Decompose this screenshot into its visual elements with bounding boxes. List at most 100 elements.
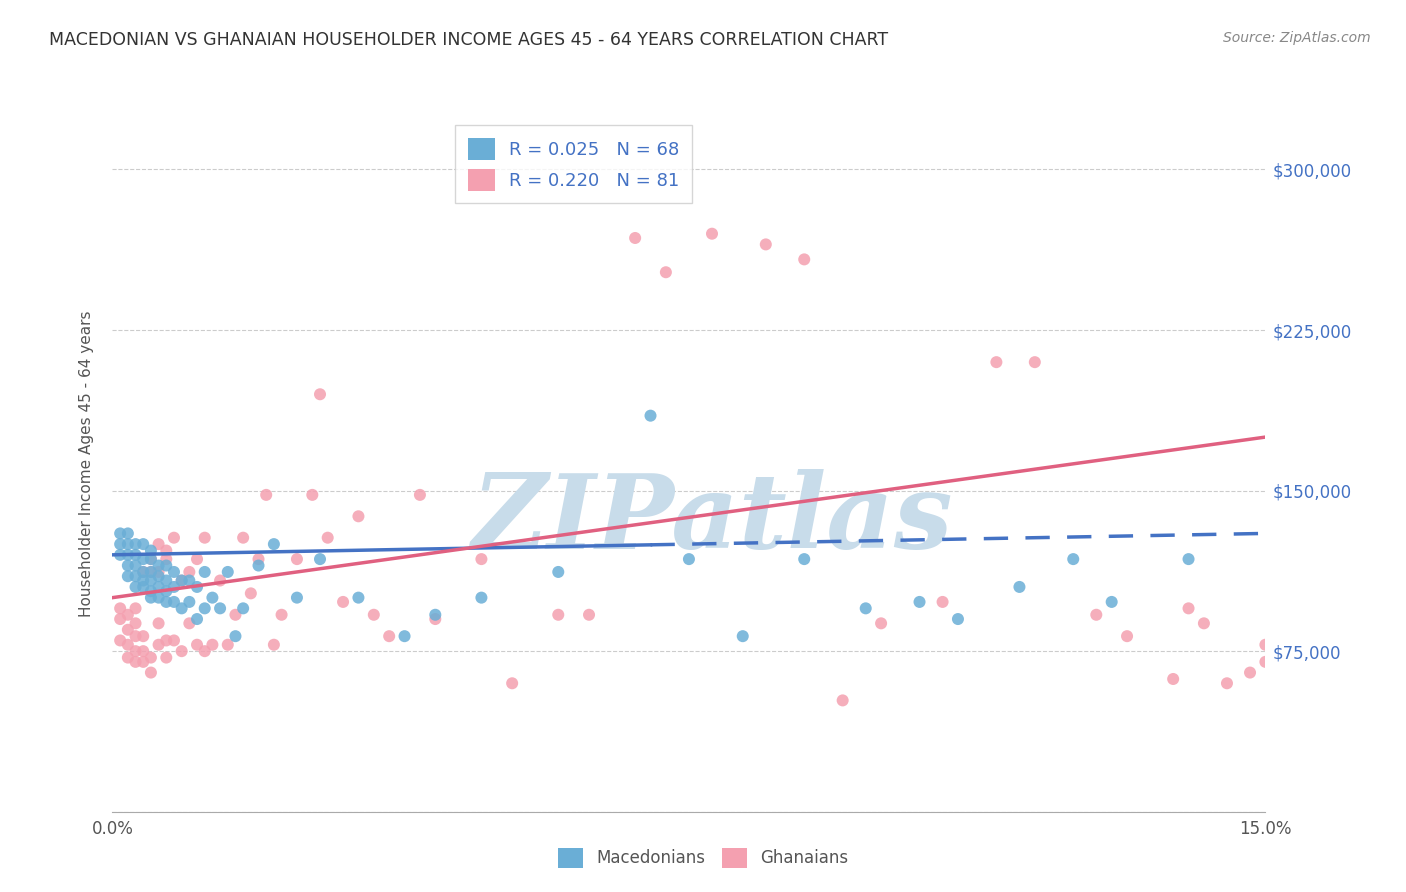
Point [986,355,1008,369]
Point [1161,672,1184,686]
Point [124,569,146,583]
Point [139,543,162,558]
Point [332,595,354,609]
Point [285,591,308,605]
Point [179,616,201,631]
Point [124,644,146,658]
Point [247,558,270,573]
Point [148,537,170,551]
Point [239,586,262,600]
Point [232,601,254,615]
Point [409,488,432,502]
Point [186,580,208,594]
Point [201,638,224,652]
Point [1062,552,1084,566]
Point [148,580,170,594]
Point [470,552,492,566]
Point [270,607,292,622]
Point [155,595,177,609]
Point [247,552,270,566]
Point [624,231,647,245]
Point [640,409,662,423]
Point [124,580,146,594]
Point [155,574,177,588]
Point [363,607,385,622]
Point [931,595,953,609]
Point [132,552,155,566]
Point [155,584,177,599]
Legend: R = 0.025   N = 68, R = 0.220   N = 81: R = 0.025 N = 68, R = 0.220 N = 81 [456,125,692,203]
Point [224,607,246,622]
Point [1192,616,1215,631]
Point [170,601,193,615]
Point [285,552,308,566]
Point [1177,552,1199,566]
Text: Source: ZipAtlas.com: Source: ZipAtlas.com [1223,31,1371,45]
Text: ZIPatlas: ZIPatlas [471,469,953,570]
Point [301,488,323,502]
Point [124,537,146,551]
Point [108,548,131,562]
Point [232,531,254,545]
Point [547,607,569,622]
Point [148,565,170,579]
Point [194,601,217,615]
Point [155,633,177,648]
Point [163,595,186,609]
Point [148,616,170,631]
Point [117,569,139,583]
Point [148,569,170,583]
Point [870,616,893,631]
Point [117,548,139,562]
Point [155,543,177,558]
Point [139,574,162,588]
Point [316,531,339,545]
Point [254,488,277,502]
Point [1254,655,1277,669]
Point [1239,665,1261,680]
Point [209,601,232,615]
Point [186,552,208,566]
Point [1216,676,1239,690]
Point [1024,355,1046,369]
Legend: Macedonians, Ghanaians: Macedonians, Ghanaians [551,841,855,875]
Point [163,633,186,648]
Point [186,638,208,652]
Point [117,526,139,541]
Point [186,612,208,626]
Point [163,580,186,594]
Point [224,629,246,643]
Point [124,548,146,562]
Point [309,552,332,566]
Point [139,650,162,665]
Point [1116,629,1139,643]
Point [179,565,201,579]
Point [1085,607,1108,622]
Point [1101,595,1123,609]
Point [700,227,723,241]
Point [108,526,131,541]
Point [1177,601,1199,615]
Point [132,629,155,643]
Point [117,623,139,637]
Point [139,552,162,566]
Point [194,644,217,658]
Point [501,676,523,690]
Point [163,531,186,545]
Point [946,612,969,626]
Point [217,565,239,579]
Point [263,638,285,652]
Point [139,591,162,605]
Point [132,644,155,658]
Point [170,574,193,588]
Point [163,565,186,579]
Point [194,531,217,545]
Point [908,595,931,609]
Point [793,252,815,267]
Point [108,633,131,648]
Point [124,655,146,669]
Point [470,591,492,605]
Point [731,629,754,643]
Point [1008,580,1031,594]
Point [855,601,877,615]
